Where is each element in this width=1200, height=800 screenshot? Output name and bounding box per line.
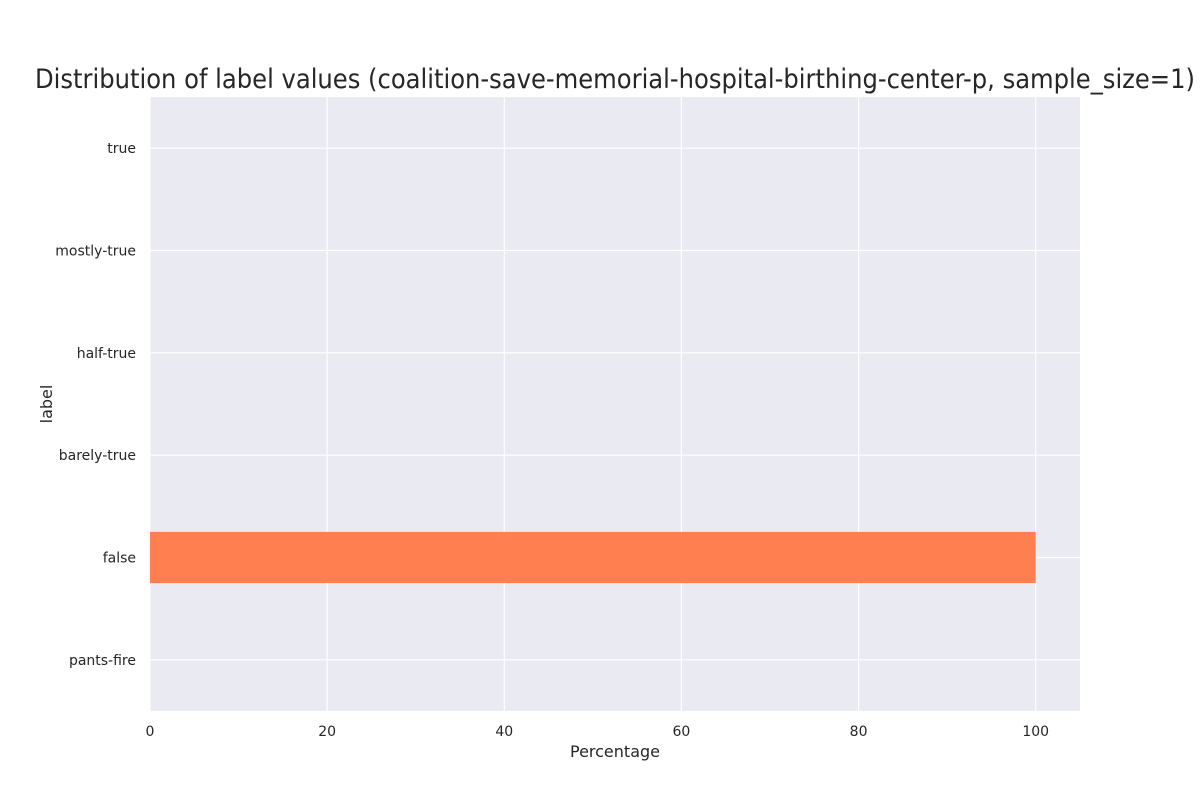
tick-labels: 0 20 40 60 80 100 pants-fire false barely-true ha… — [55, 141, 1049, 740]
y-tick-label: pants-fire — [69, 653, 136, 669]
bar-false — [150, 531, 1036, 584]
x-tick-label: 20 — [318, 724, 336, 740]
y-tick-label: half-true — [77, 346, 136, 362]
x-tick-label: 80 — [850, 724, 868, 740]
y-axis-label: label — [37, 385, 56, 424]
chart-title: Distribution of label values (coalition-… — [35, 64, 1195, 95]
x-tick-label: 100 — [1022, 724, 1049, 740]
y-tick-label: mostly-true — [55, 244, 136, 260]
y-tick-label: false — [103, 551, 136, 567]
x-tick-label: 60 — [673, 724, 691, 740]
y-tick-label: true — [107, 141, 136, 157]
bars — [150, 531, 1036, 584]
x-tick-label: 40 — [495, 724, 513, 740]
x-axis-label: Percentage — [570, 742, 660, 761]
plot-area — [150, 97, 1080, 711]
grid-lines — [149, 97, 1080, 711]
x-tick-label: 0 — [146, 724, 155, 740]
y-tick-label: barely-true — [59, 448, 136, 464]
